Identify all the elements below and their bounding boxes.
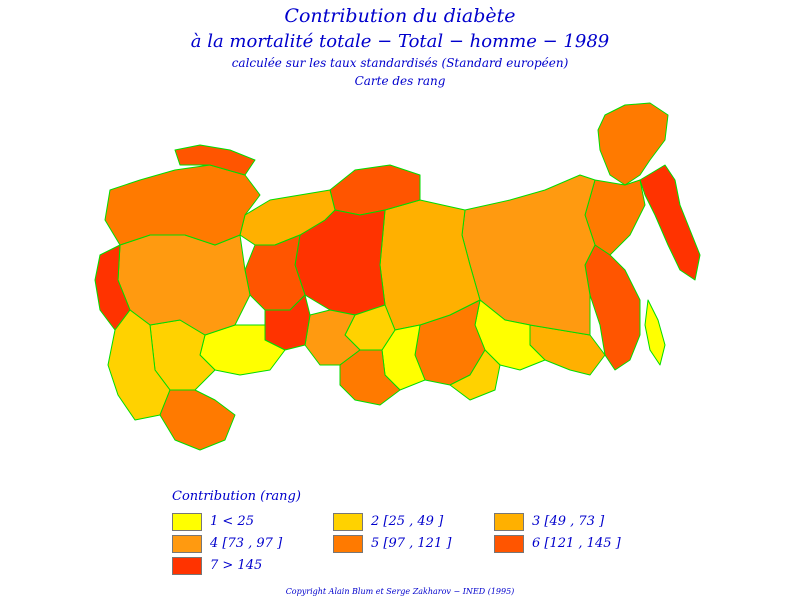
- map-region: [104, 164, 261, 246]
- legend-label: 4 [73 , 97 ]: [210, 536, 283, 551]
- legend-swatch: [333, 535, 363, 553]
- legend-label: 1 < 25: [210, 514, 254, 529]
- map-type-label: Carte des rang: [354, 74, 446, 88]
- legend-swatch: [172, 557, 202, 575]
- map-region: [639, 164, 701, 281]
- map-method-note: calculée sur les taux standardisés (Stan…: [231, 56, 569, 70]
- legend-swatch: [172, 513, 202, 531]
- legend-label: 6 [121 , 145 ]: [532, 536, 621, 551]
- legend-label: 5 [97 , 121 ]: [371, 536, 452, 551]
- map-title: Contribution du diabète: [284, 5, 516, 27]
- map-region: [244, 234, 306, 311]
- legend-title: Contribution (rang): [172, 489, 301, 504]
- map-region: [239, 189, 336, 246]
- legend-swatch: [172, 535, 202, 553]
- legend-label: 3 [49 , 73 ]: [532, 514, 605, 529]
- legend-swatch: [494, 513, 524, 531]
- legend-label: 2 [25 , 49 ]: [371, 514, 444, 529]
- map-region: [159, 389, 236, 451]
- map-region: [449, 349, 501, 401]
- copyright-notice: Copyright Alain Blum et Serge Zakharov −…: [285, 587, 515, 596]
- map-region: [339, 349, 401, 406]
- map-region: [597, 102, 669, 186]
- russia-choropleth-map: [94, 102, 701, 451]
- legend-swatch: [494, 535, 524, 553]
- map-subtitle: à la mortalité totale − Total − homme − …: [190, 31, 610, 52]
- map-region: [174, 144, 256, 176]
- legend-label: 7 > 145: [210, 558, 263, 573]
- map-region: [644, 299, 666, 366]
- map-region: [529, 324, 606, 376]
- legend-swatch: [333, 513, 363, 531]
